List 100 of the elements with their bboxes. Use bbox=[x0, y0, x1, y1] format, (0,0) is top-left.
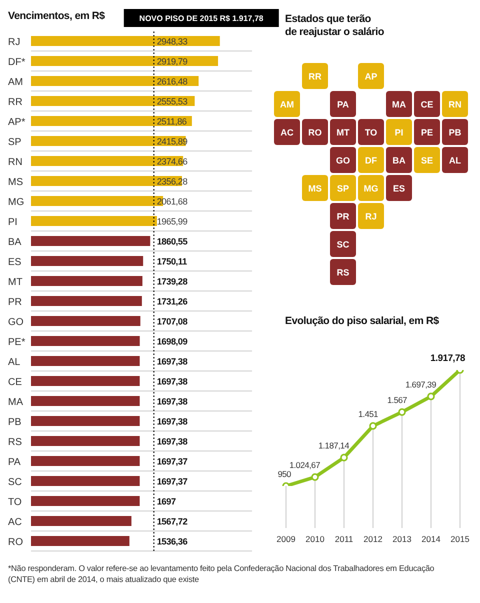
bar bbox=[31, 256, 144, 266]
data-label: 1697,38 bbox=[156, 356, 188, 366]
bar bbox=[31, 416, 140, 426]
data-label: 950 bbox=[278, 469, 292, 479]
y-tick-label: DF* bbox=[8, 57, 26, 68]
data-label: 1697,37 bbox=[156, 456, 188, 466]
ref-line-label: NOVO PISO DE 2015 R$ 1.917,78 bbox=[139, 14, 264, 23]
data-label: 2948,33 bbox=[156, 36, 188, 46]
x-tick-label: 2010 bbox=[306, 534, 325, 544]
chart-title: Vencimentos, em R$ bbox=[8, 10, 105, 22]
data-label: 1707,08 bbox=[156, 316, 188, 326]
category-label: ES bbox=[392, 184, 406, 194]
x-tick-label: 2011 bbox=[334, 534, 354, 544]
y-tick-label: MA bbox=[8, 397, 24, 408]
category-label: SE bbox=[420, 156, 434, 166]
bar bbox=[31, 536, 130, 546]
y-tick-label: RJ bbox=[8, 37, 20, 48]
category-label: RR bbox=[308, 72, 322, 82]
text: *Não responderam. O valor refere-se ao levantamento feito pela Confederação Nacional dos Trabalhadores em Educação (CNTE) em abril de 2014, o mais atualizado que existe bbox=[8, 563, 436, 585]
category-label: PA bbox=[337, 100, 350, 110]
category-label: DF bbox=[365, 156, 378, 166]
y-tick-label: BA bbox=[8, 237, 22, 248]
bar bbox=[31, 96, 195, 106]
y-tick-label: RR bbox=[8, 97, 22, 108]
category-label: RJ bbox=[365, 212, 377, 222]
category-label: GO bbox=[336, 156, 350, 166]
y-tick-label: TO bbox=[8, 497, 22, 508]
data-label: 1.187,14 bbox=[318, 440, 350, 451]
category-label: PR bbox=[336, 212, 350, 222]
y-tick-label: PB bbox=[8, 417, 22, 428]
category-label: AP bbox=[364, 72, 378, 82]
point bbox=[398, 408, 406, 416]
y-tick-label: MG bbox=[8, 197, 24, 208]
bar bbox=[31, 56, 218, 66]
point bbox=[369, 422, 377, 430]
point bbox=[311, 473, 319, 481]
category-label: PB bbox=[448, 128, 462, 138]
data-label: 2555,53 bbox=[156, 96, 188, 106]
category-label: AL bbox=[449, 156, 462, 166]
bar bbox=[31, 36, 220, 46]
category-label: TO bbox=[364, 128, 378, 138]
category-label: AM bbox=[280, 100, 294, 110]
text: Estados que terão de reajustar o salário bbox=[285, 13, 385, 38]
category-label: PI bbox=[394, 128, 404, 138]
bar bbox=[31, 476, 140, 486]
bar bbox=[31, 496, 140, 506]
category-label: RO bbox=[308, 128, 322, 138]
data-label: 1697,37 bbox=[156, 476, 188, 486]
bar bbox=[31, 216, 157, 226]
bar bbox=[31, 436, 140, 446]
data-label: 1697 bbox=[156, 496, 176, 506]
category-label: SP bbox=[336, 184, 350, 194]
y-tick-label: RN bbox=[8, 157, 22, 168]
y-tick-label: MS bbox=[8, 177, 24, 188]
data-label: 2511,86 bbox=[156, 116, 187, 126]
data-label: 2919,79 bbox=[156, 56, 188, 66]
y-tick-label: CE bbox=[8, 377, 22, 388]
y-tick-label: RO bbox=[8, 537, 24, 548]
bar bbox=[31, 236, 150, 246]
bar bbox=[31, 316, 140, 326]
category-label: RN bbox=[448, 100, 462, 110]
data-label: 2616,48 bbox=[156, 76, 188, 86]
category-label: PE bbox=[420, 128, 434, 138]
data-label: 1.451 bbox=[358, 408, 379, 419]
category-label: MA bbox=[392, 100, 406, 110]
point bbox=[427, 392, 435, 400]
y-tick-label: PE* bbox=[8, 337, 26, 348]
y-tick-label: PR bbox=[8, 297, 22, 308]
x-tick-label: 2015 bbox=[450, 534, 470, 544]
data-label: 1697,38 bbox=[156, 436, 188, 446]
x-tick-label: 2009 bbox=[276, 534, 296, 544]
data-label: 1697,38 bbox=[156, 396, 188, 406]
bar bbox=[31, 296, 142, 306]
bar bbox=[31, 276, 142, 286]
data-label: 1965,99 bbox=[156, 216, 188, 226]
x-tick-label: 2014 bbox=[422, 534, 441, 544]
category-label: AC bbox=[280, 128, 294, 138]
category-label: MS bbox=[308, 184, 322, 194]
data-label: 1.697,39 bbox=[405, 379, 437, 390]
x-tick-label: 2013 bbox=[392, 534, 412, 544]
y-tick-label: SC bbox=[8, 477, 22, 488]
y-tick-label: AL bbox=[8, 357, 21, 368]
category-label: BA bbox=[392, 156, 406, 166]
bar bbox=[31, 76, 199, 86]
category-label: MT bbox=[336, 128, 350, 138]
bar bbox=[31, 376, 140, 386]
y-tick-label: RS bbox=[8, 437, 22, 448]
data-label: 1731,26 bbox=[156, 296, 188, 306]
bar bbox=[31, 516, 132, 526]
y-tick-label: SP bbox=[8, 137, 22, 148]
y-tick-label: PA bbox=[8, 457, 21, 468]
data-label: 1698,09 bbox=[156, 336, 188, 346]
y-tick-label: AM bbox=[8, 77, 23, 88]
bar bbox=[31, 356, 140, 366]
bar bbox=[31, 116, 192, 126]
data-label: 1567,72 bbox=[156, 516, 188, 526]
data-label: 1860,55 bbox=[156, 236, 188, 246]
category-label: MG bbox=[364, 184, 378, 194]
y-tick-label: MT bbox=[8, 277, 22, 288]
bar bbox=[31, 396, 140, 406]
